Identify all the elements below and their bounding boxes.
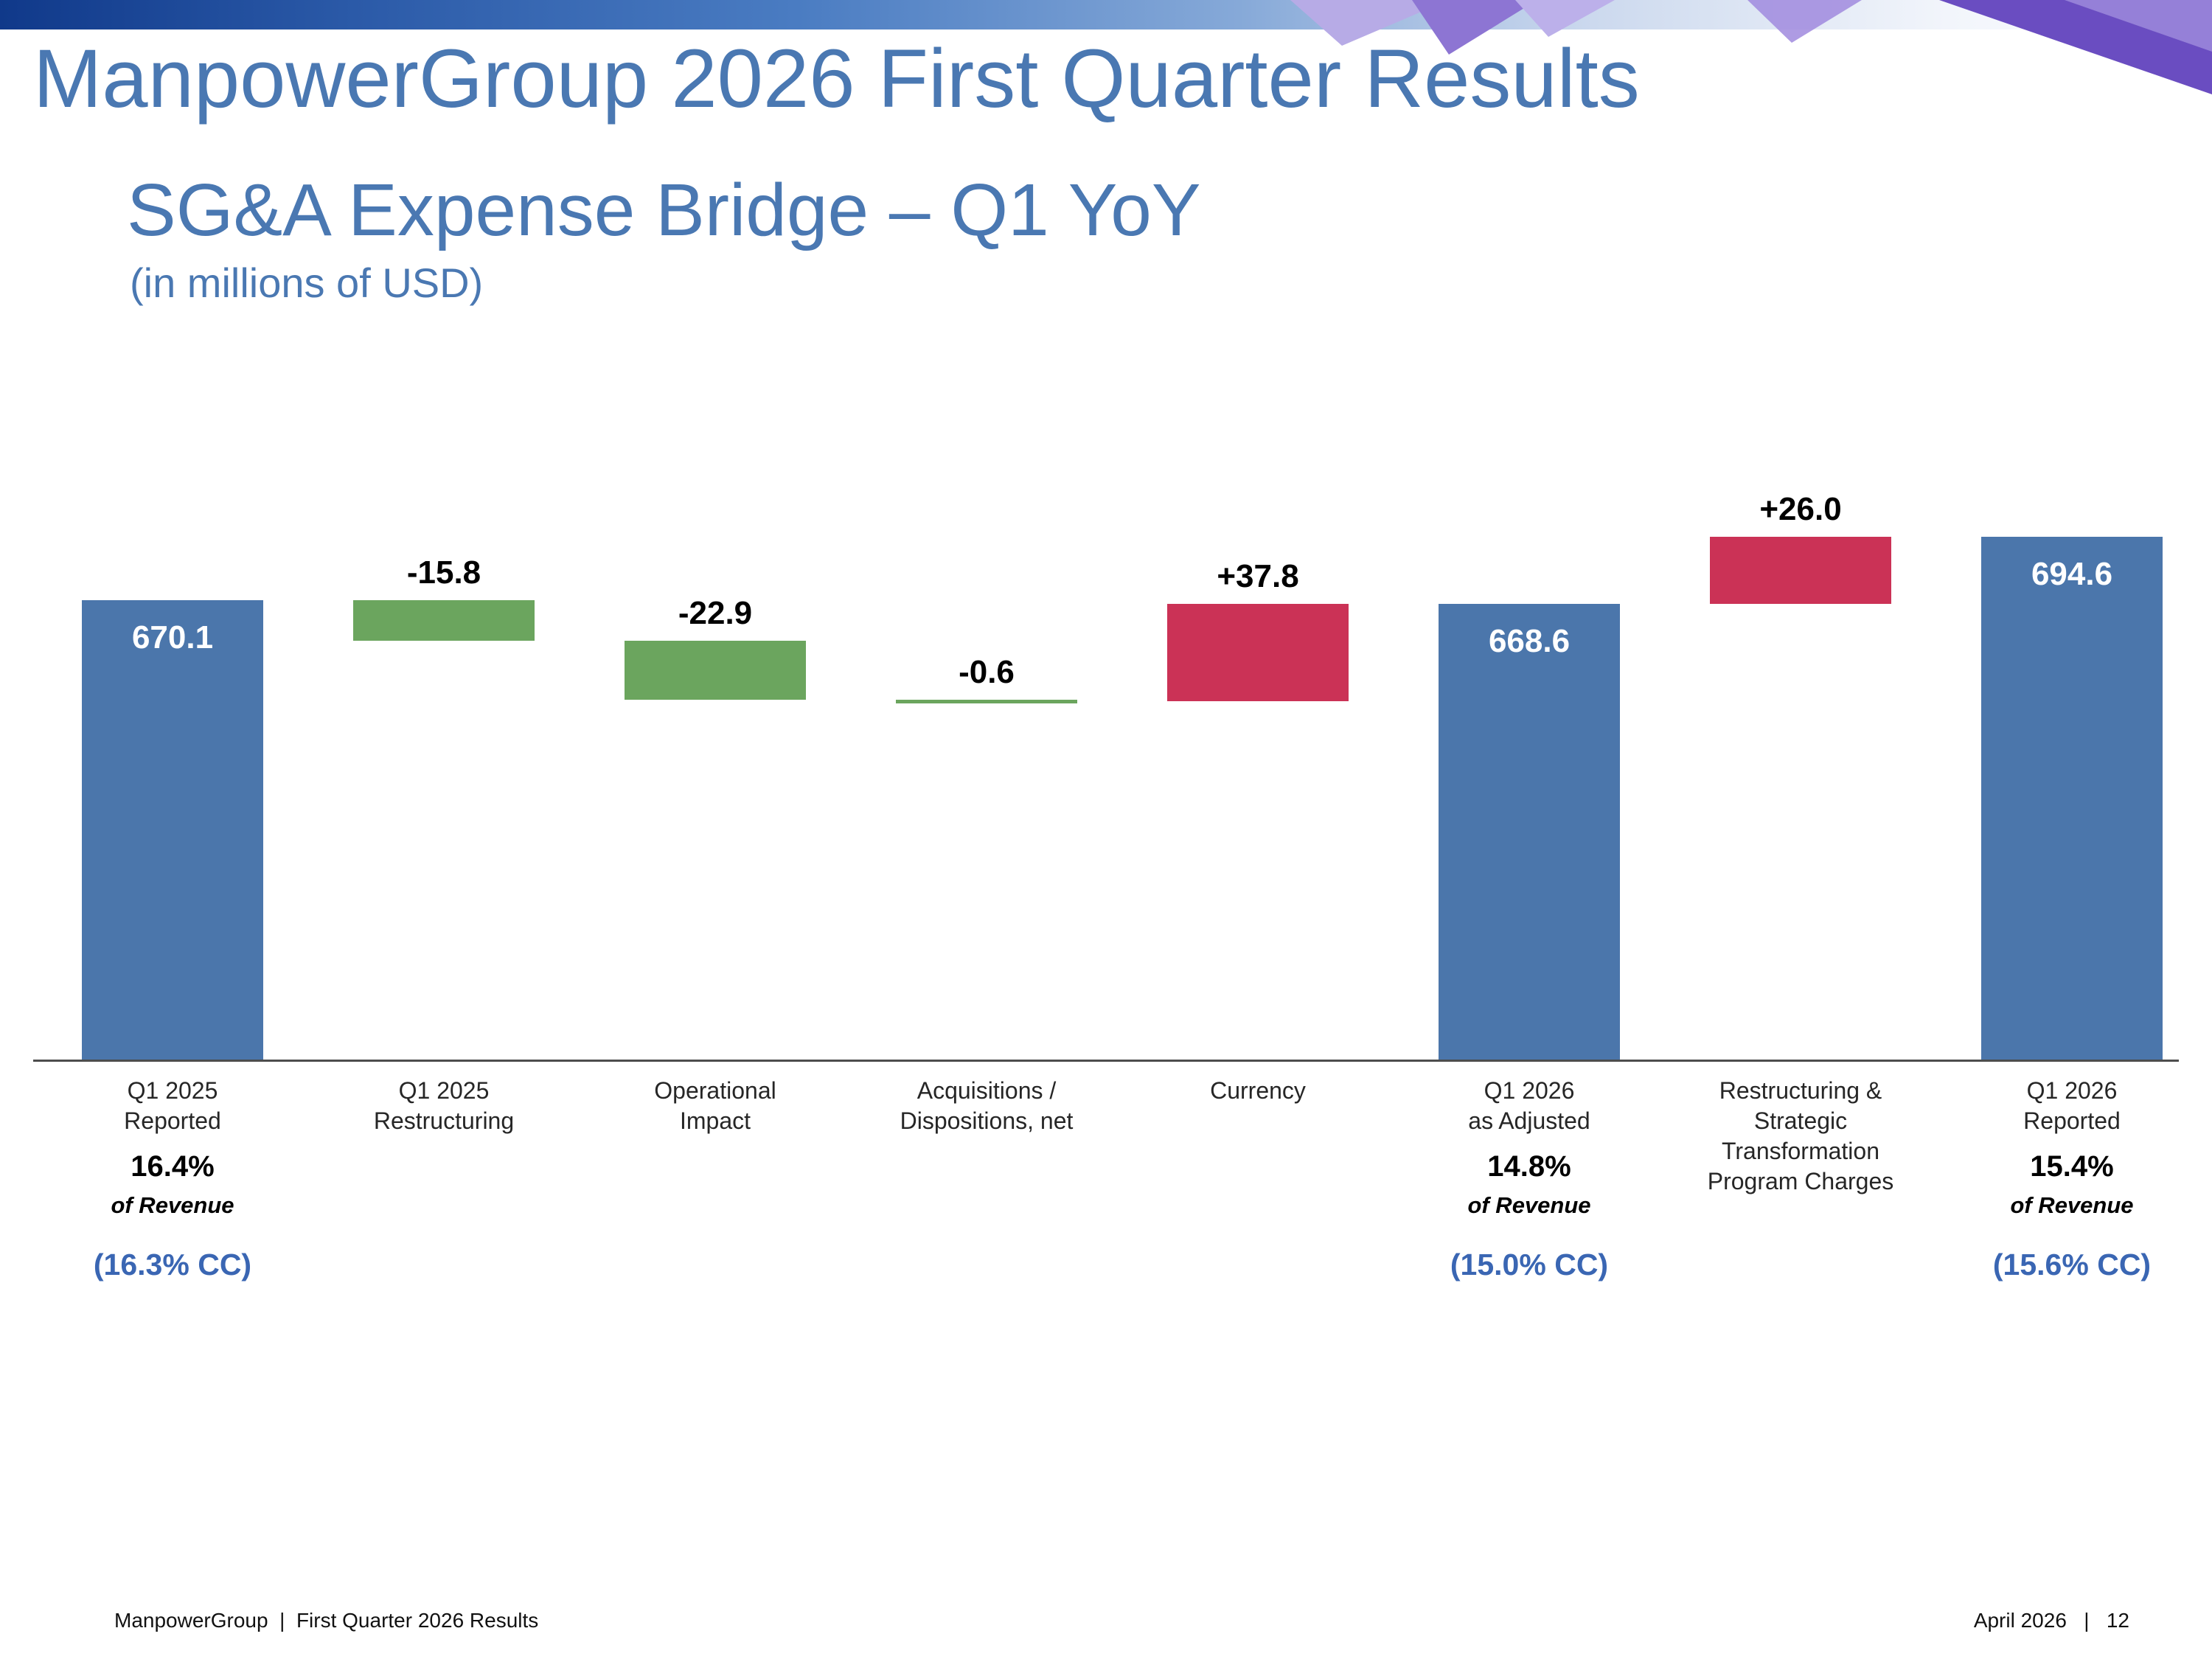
- constant-currency-label: (16.3% CC): [93, 1248, 252, 1281]
- bar-value-label: +26.0: [1759, 490, 1842, 527]
- percent-of-revenue: 14.8%: [1487, 1150, 1571, 1183]
- footer-left-text: ManpowerGroup | First Quarter 2026 Resul…: [114, 1609, 539, 1632]
- category-label: Q1 2025 Restructuring: [373, 1077, 515, 1134]
- bar-value-label: 694.6: [2031, 555, 2113, 592]
- bar-value-label: 668.6: [1488, 622, 1571, 659]
- waterfall-bar-4: [896, 700, 1077, 704]
- units-note: (in millions of USD): [130, 260, 484, 306]
- bar-value-label: -15.8: [406, 554, 481, 591]
- constant-currency-label: (15.0% CC): [1450, 1248, 1609, 1281]
- waterfall-bar-8: [1981, 536, 2163, 1060]
- percent-of-revenue: 15.4%: [2030, 1150, 2114, 1183]
- constant-currency-label: (15.6% CC): [1992, 1248, 2152, 1281]
- waterfall-bar-3: [625, 640, 806, 700]
- percent-of-revenue-sub: of Revenue: [2010, 1192, 2134, 1218]
- footer-right-text: April 2026 | 12: [1973, 1609, 2129, 1632]
- bar-value-label: -22.9: [678, 594, 753, 631]
- category-label: Q1 2026 as Adjusted: [1468, 1077, 1590, 1134]
- waterfall-bar-2: [353, 599, 535, 641]
- chart-title: SG&A Expense Bridge – Q1 YoY: [127, 169, 1201, 251]
- percent-of-revenue-sub: of Revenue: [1467, 1192, 1591, 1218]
- waterfall-bar-7: [1710, 536, 1891, 604]
- category-label: Operational Impact: [654, 1077, 776, 1134]
- category-label: Q1 2026 Reported: [2023, 1077, 2121, 1134]
- category-label: Restructuring & Strategic Transformation…: [1707, 1077, 1894, 1194]
- waterfall-bar-1: [82, 599, 263, 1060]
- category-label: Q1 2025 Reported: [124, 1077, 221, 1134]
- waterfall-bar-5: [1167, 603, 1349, 702]
- percent-of-revenue-sub: of Revenue: [111, 1192, 234, 1218]
- x-axis-line: [33, 1060, 2179, 1062]
- slide-title: ManpowerGroup 2026 First Quarter Results: [33, 32, 1640, 125]
- category-label: Currency: [1210, 1077, 1306, 1104]
- bar-value-label: 670.1: [131, 619, 214, 655]
- bar-value-label: -0.6: [959, 654, 1015, 691]
- category-label: Acquisitions / Dispositions, net: [900, 1077, 1074, 1134]
- percent-of-revenue: 16.4%: [131, 1150, 215, 1183]
- waterfall-bar-6: [1439, 603, 1620, 1060]
- bar-value-label: +37.8: [1217, 557, 1299, 594]
- corner-ribbon-decoration: [1290, 0, 2212, 94]
